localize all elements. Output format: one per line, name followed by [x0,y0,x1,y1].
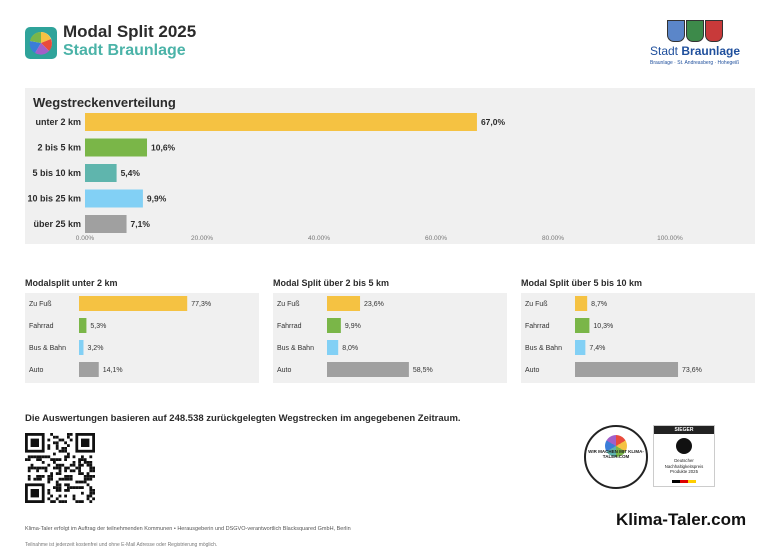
brand-name: Stadt Braunlage [650,44,741,58]
brand-subtitle: Braunlage · St. Andreasberg · Hohegeiß [650,60,740,66]
sun-icon [605,435,627,457]
category-label: 2 bis 5 km [37,143,81,153]
tick-label: 40.00% [308,235,330,242]
value-label: 7,1% [131,219,151,229]
value-label: 3,2% [87,345,103,352]
category-label: Bus & Bahn [277,345,314,352]
qr-code[interactable] [25,433,95,503]
value-label: 73,6% [682,367,702,374]
award-head: SIEGER [654,426,714,434]
footer-brand[interactable]: Klima-Taler.com [616,510,747,529]
german-flag-icon [672,480,696,483]
modal-split-panel-3: Zu Fuß 8,7% Fahrrad 10,3% Bus & Bahn 7,4% Auto… [521,293,755,383]
bar [85,189,143,208]
distance-chart: unter 2 km 67,0% 2 bis 5 km 10,6% 5 bis 10 k… [27,113,683,242]
tick-label: 100.00% [657,235,683,242]
distance-distribution-panel: Wegstreckenverteilung unter 2 km 67,0% 2 b… [25,88,755,244]
crest-icon [686,20,704,42]
value-label: 9,9% [147,194,167,204]
data-basis-note: Die Auswertungen basieren auf 248.538 zu… [25,413,461,424]
sub-chart-title-1: Modalsplit unter 2 km [25,278,118,288]
value-label: 58,5% [413,367,433,374]
bar [79,362,99,377]
category-label: Zu Fuß [277,301,300,308]
value-label: 10,3% [593,323,613,330]
bar [85,113,477,131]
tick-label: 0.00% [76,235,95,242]
footer-note: Teilnahme ist jederzeit kostenfrei und o… [25,542,218,548]
tick-label: 60.00% [425,235,447,242]
category-label: Fahrrad [29,323,54,330]
tick-label: 80.00% [542,235,564,242]
bar [79,340,84,355]
value-label: 9,9% [345,323,361,330]
crest-icon [667,20,685,42]
sub-chart-title-3: Modal Split über 5 bis 10 km [521,278,643,288]
category-label: Zu Fuß [525,301,548,308]
category-label: Zu Fuß [29,301,52,308]
bar [85,138,148,157]
modal-split-panel-2: Zu Fuß 23,6% Fahrrad 9,9% Bus & Bahn 8,0% Auto… [273,293,507,383]
value-label: 8,0% [342,345,358,352]
category-label: Bus & Bahn [29,345,66,352]
category-label: Auto [525,367,540,374]
modal-split-chart-3: Zu Fuß 8,7% Fahrrad 10,3% Bus & Bahn 7,4% Auto… [525,296,702,377]
category-label: Fahrrad [277,323,302,330]
page-title: Modal Split 2025 [63,22,197,41]
crest-icon [705,20,723,42]
klima-taler-badge: WIR MACHEN MIT KLIMA-TALER.COM [584,425,648,489]
value-label: 10,6% [151,143,176,153]
category-label: Auto [29,367,44,374]
page-subtitle: Stadt Braunlage [63,42,186,59]
modal-split-chart-2: Zu Fuß 23,6% Fahrrad 9,9% Bus & Bahn 8,0% Auto… [277,296,433,377]
category-label: 10 bis 25 km [27,194,81,204]
category-label: über 25 km [33,219,81,229]
bar [85,215,127,233]
award-icon [676,438,692,454]
award-text: Deutscher Nachhaltigkeitspreis Produkte … [664,458,704,474]
category-label: Fahrrad [525,323,550,330]
badge-text: WIR MACHEN MIT KLIMA-TALER.COM [588,449,644,459]
bar [327,318,341,333]
bar [327,362,409,377]
bar [79,318,87,333]
category-label: Bus & Bahn [525,345,562,352]
bar [79,296,188,311]
award-badge: SIEGER Deutscher Nachhaltigkeitspreis Pr… [653,425,715,487]
value-label: 5,3% [90,323,106,330]
app-logo-icon [25,27,57,59]
bar [85,164,117,182]
chart-title: Wegstreckenverteilung [33,95,176,110]
bar [575,296,588,311]
value-label: 77,3% [191,301,211,308]
modal-split-chart-1: Zu Fuß 77,3% Fahrrad 5,3% Bus & Bahn 3,2% Auto… [29,296,211,377]
bar [327,340,339,355]
bar [575,318,590,333]
value-label: 5,4% [121,168,141,178]
bar [575,340,586,355]
tick-label: 20.00% [191,235,213,242]
category-label: 5 bis 10 km [32,168,81,178]
value-label: 67,0% [481,117,506,127]
footer-legal: Klima-Taler erfolgt im Auftrag der teiln… [25,526,351,532]
value-label: 14,1% [103,367,123,374]
category-label: Auto [277,367,292,374]
value-label: 23,6% [364,301,384,308]
municipality-logo: Stadt Braunlage Braunlage · St. Andreasb… [640,18,760,68]
bar [327,296,361,311]
modal-split-panel-1: Zu Fuß 77,3% Fahrrad 5,3% Bus & Bahn 3,2% Auto… [25,293,259,383]
bar [575,362,679,377]
sub-chart-title-2: Modal Split über 2 bis 5 km [273,278,390,288]
value-label: 7,4% [589,345,605,352]
category-label: unter 2 km [35,117,81,127]
value-label: 8,7% [591,301,607,308]
